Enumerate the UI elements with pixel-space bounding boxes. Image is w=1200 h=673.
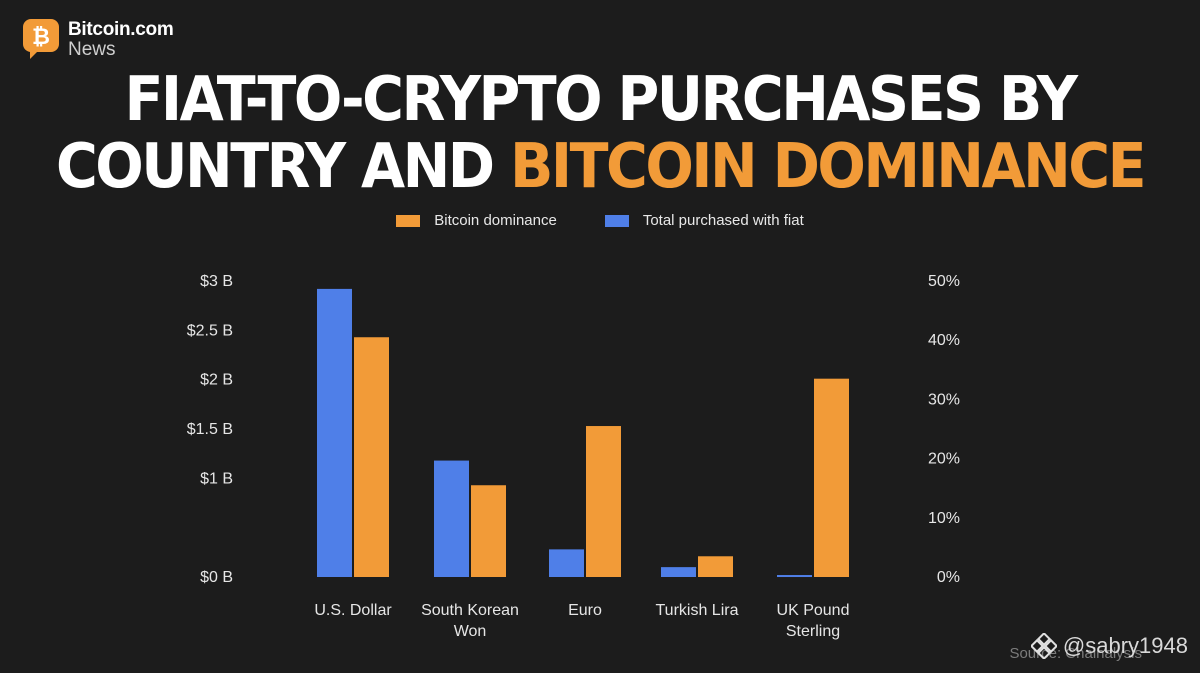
bar-total-fiat [777,575,812,578]
bar-bitcoin-dominance [471,485,506,577]
bar-total-fiat [434,460,469,577]
legend-label-bitcoin-dominance: Bitcoin dominance [434,212,557,229]
y-right-tick-label: 0% [937,569,960,586]
diamond-logo-icon [1030,633,1057,659]
bar-total-fiat [661,567,696,577]
legend-item-bitcoin-dominance: Bitcoin dominance [396,212,557,229]
x-tick-label: Turkish Lira [656,602,739,619]
y-left-tick-label: $3 B [200,273,233,290]
y-left-tick-label: $1 B [200,470,233,487]
title-line-2-highlight: BITCOIN DOMINANCE [509,130,1147,203]
brand-sub: News [68,38,116,60]
watermark-text: @sabry1948 [1062,633,1188,658]
page-title: FIAT-TO-CRYPTO PURCHASES BY COUNTRY AND … [0,66,1200,200]
bar-total-fiat [317,288,352,577]
legend-item-total-fiat: Total purchased with fiat [604,212,804,229]
bitcoin-logo-icon: ₿ [22,18,60,60]
legend-label-total-fiat: Total purchased with fiat [642,212,804,229]
x-tick-label: Euro [568,602,602,619]
x-tick-label: U.S. Dollar [314,602,392,619]
x-tick-label: Sterling [786,623,840,640]
chart-legend: Bitcoin dominance Total purchased with f… [0,212,1200,229]
x-tick-label: UK Pound [777,602,850,619]
title-line-2-plain: COUNTRY AND [55,130,495,203]
y-left-tick-label: $2.5 B [187,322,233,339]
y-right-tick-label: 30% [928,391,960,408]
y-right-tick-label: 10% [928,510,960,527]
watermark: @sabry1948 [1030,633,1188,659]
y-right-tick-label: 40% [928,332,960,349]
y-left-tick-label: $0 B [200,569,233,586]
title-line-1: FIAT-TO-CRYPTO PURCHASES BY [124,63,1078,136]
legend-swatch-total-fiat [604,214,629,227]
brand-logo: ₿ Bitcoin.com News [22,18,174,60]
legend-swatch-bitcoin-dominance [396,214,421,227]
title-line-2: COUNTRY AND BITCOIN DOMINANCE [0,133,1200,200]
x-tick-label: Won [454,623,487,640]
x-tick-label: South Korean [421,602,519,619]
bar-bitcoin-dominance [354,337,389,577]
y-right-tick-label: 50% [928,273,960,290]
bar-total-fiat [549,549,584,577]
bar-bitcoin-dominance [586,426,621,577]
brand-name: Bitcoin.com [68,18,174,40]
svg-text:₿: ₿ [32,25,50,50]
y-left-tick-label: $2 B [200,372,233,389]
bar-bitcoin-dominance [814,378,849,577]
bar-bitcoin-dominance [698,556,733,577]
y-left-tick-label: $1.5 B [187,421,233,438]
y-right-tick-label: 20% [928,451,960,468]
